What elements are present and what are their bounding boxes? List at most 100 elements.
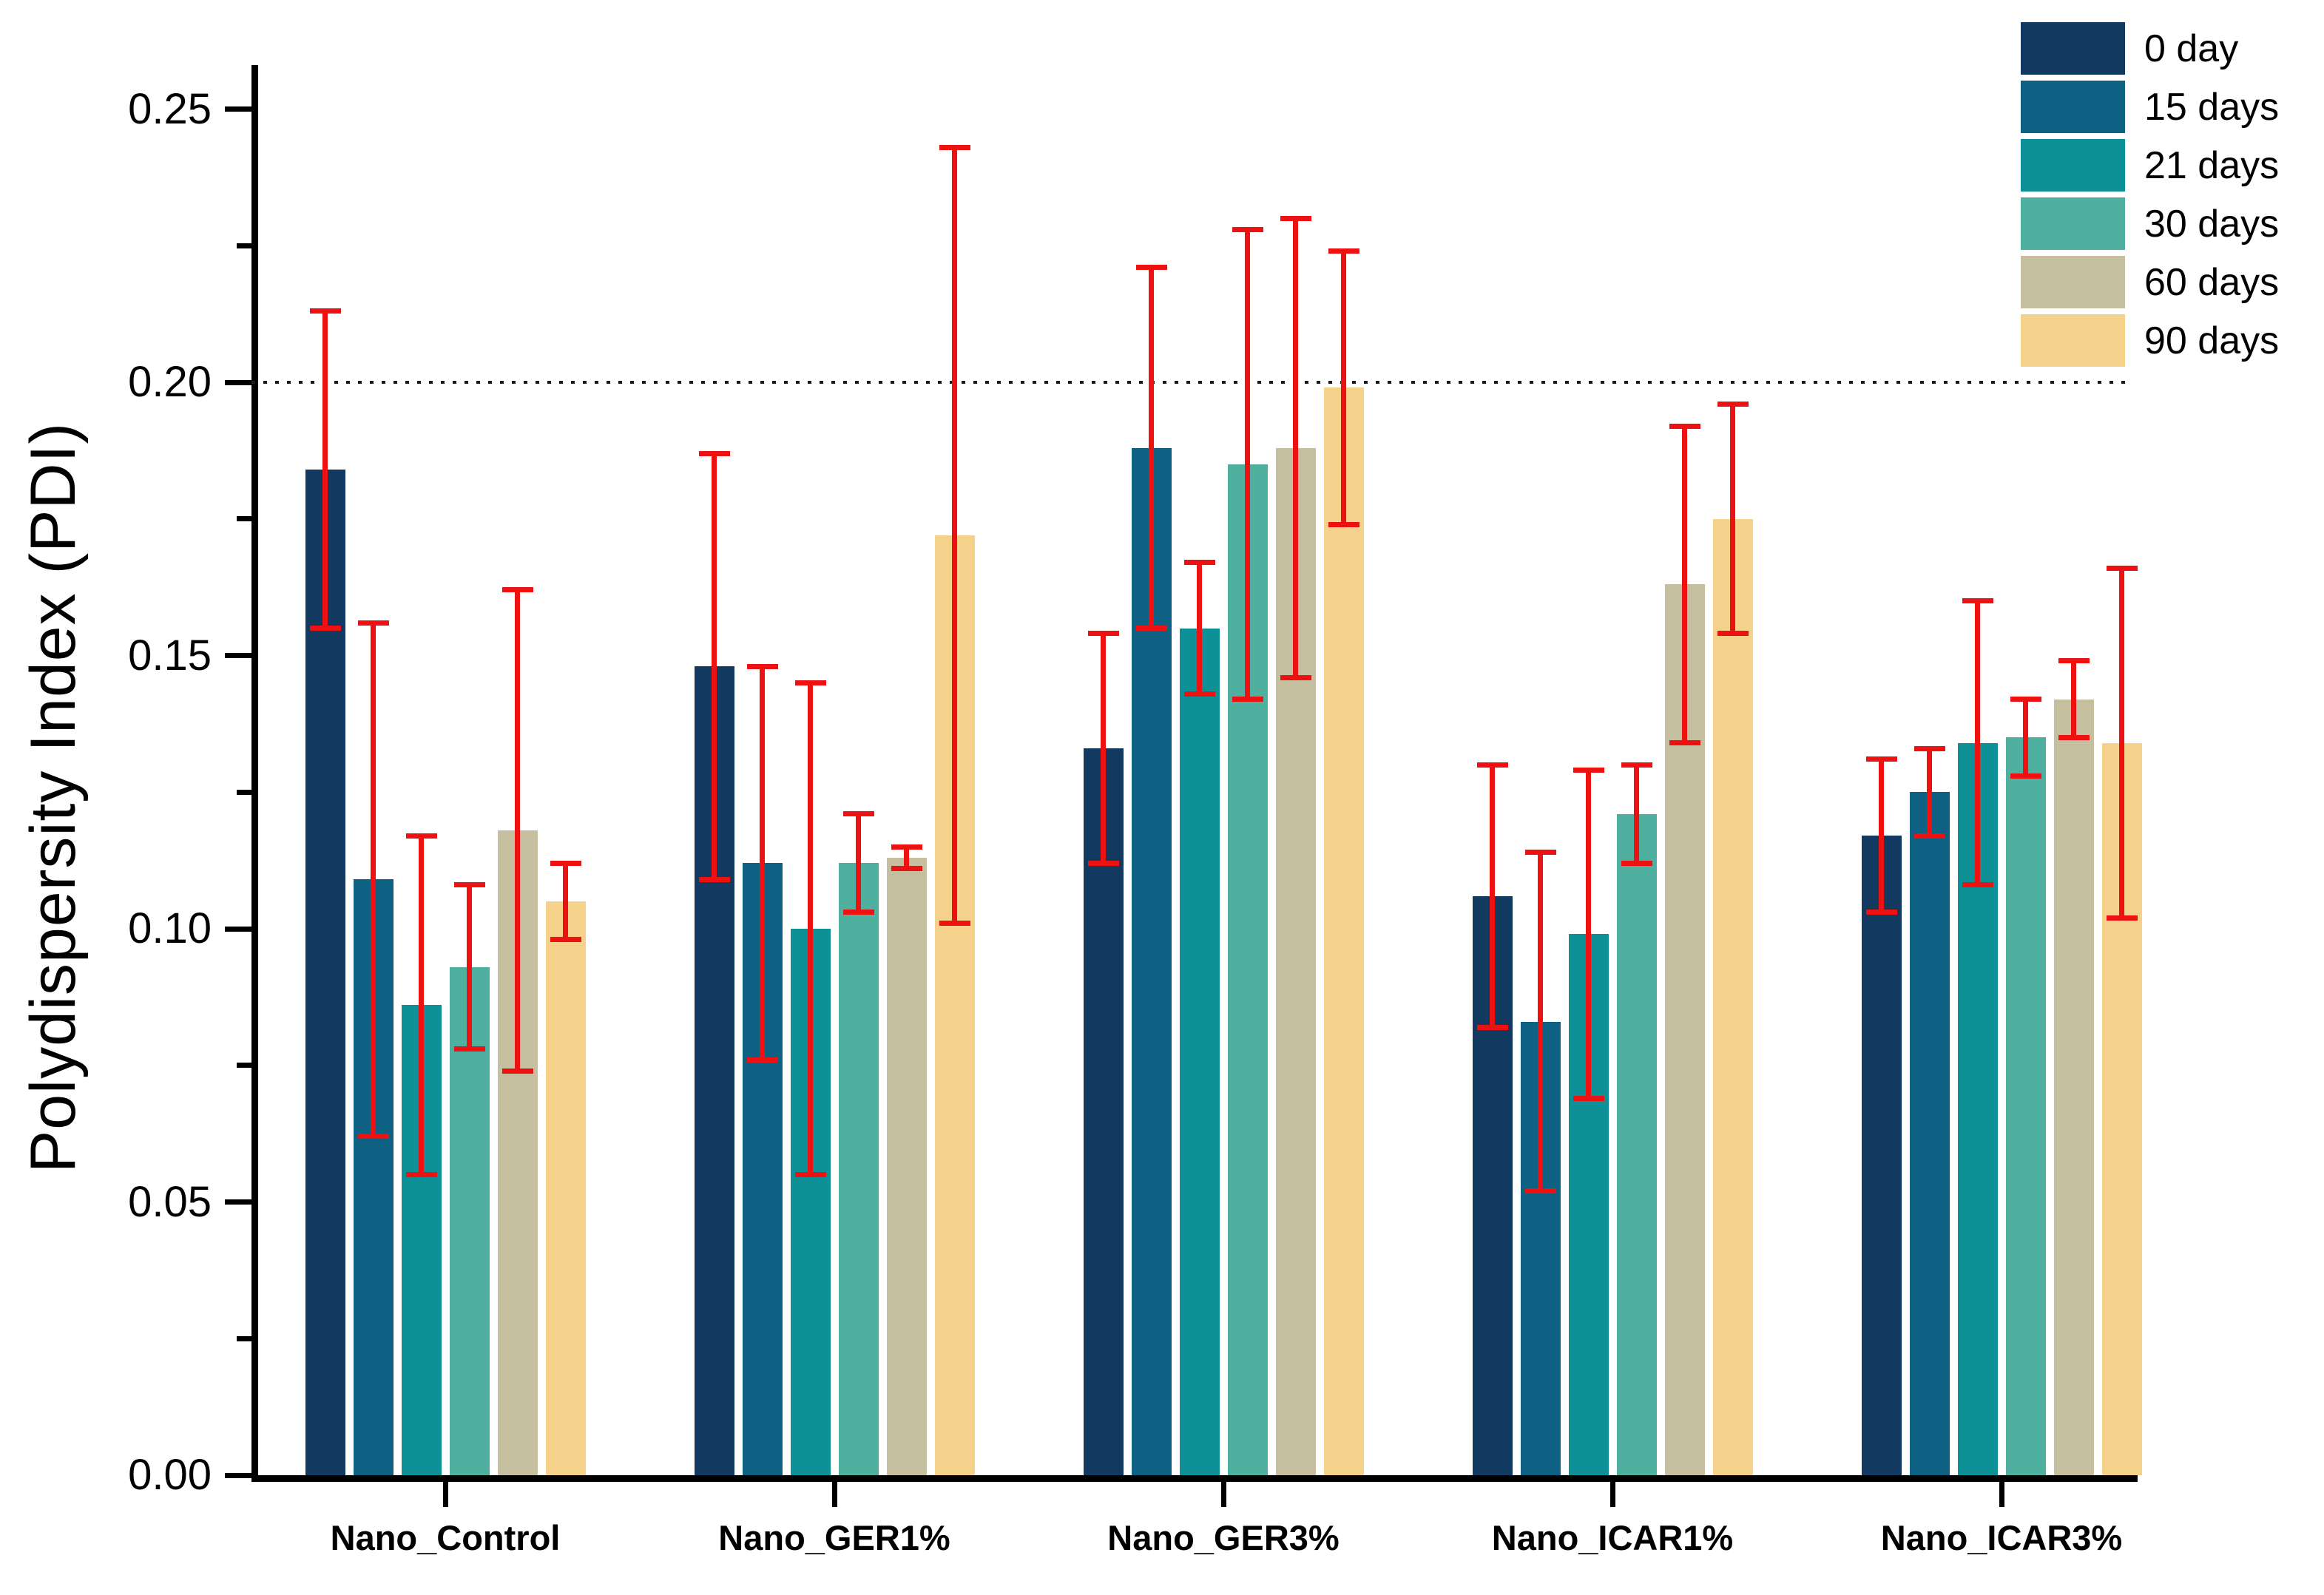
error-bar-line xyxy=(2023,699,2028,776)
error-bar-cap-top xyxy=(1476,762,1508,768)
error-bar-cap-top xyxy=(501,587,533,593)
y-axis-line xyxy=(251,65,258,1482)
error-bar-cap-top xyxy=(453,882,485,888)
bar-90-days-Nano_GER3% xyxy=(1323,387,1364,1475)
y-major-tick xyxy=(225,106,251,112)
error-bar-cap-top xyxy=(794,680,826,685)
error-bar-line xyxy=(1538,852,1543,1191)
error-bar-line xyxy=(2119,568,2124,918)
error-bar-line xyxy=(1682,426,1687,743)
error-bar-cap-bottom xyxy=(1621,860,1652,866)
legend-item-90-days: 90 days xyxy=(2021,314,2279,367)
error-bar-cap-bottom xyxy=(2010,773,2041,779)
error-bar-line xyxy=(2071,660,2076,738)
error-bar-line xyxy=(856,813,861,912)
error-bar-cap-bottom xyxy=(1524,1188,1556,1194)
error-bar-line xyxy=(1634,765,1639,864)
y-major-tick xyxy=(225,1472,251,1478)
x-axis-line xyxy=(251,1475,2138,1482)
legend-label: 30 days xyxy=(2144,202,2280,245)
error-bar-line xyxy=(1490,765,1495,1028)
x-tick xyxy=(1999,1482,2004,1507)
error-bar-cap-bottom xyxy=(1183,691,1215,697)
legend-swatch-0-day xyxy=(2021,22,2125,75)
error-bar-cap-bottom xyxy=(794,1172,826,1178)
legend-item-0-day: 0 day xyxy=(2021,22,2238,75)
legend-label: 15 days xyxy=(2144,85,2280,129)
error-bar-cap-top xyxy=(1524,850,1556,856)
x-tick xyxy=(442,1482,448,1507)
error-bar-cap-top xyxy=(2058,658,2090,664)
legend-label: 0 day xyxy=(2144,27,2239,70)
error-bar-cap-top xyxy=(1913,745,1945,751)
y-axis-title-text: Polydispersity Index (PDI) xyxy=(18,421,89,1174)
error-bar-cap-bottom xyxy=(309,626,341,631)
legend-item-60-days: 60 days xyxy=(2021,256,2279,308)
y-tick-label: 0.05 xyxy=(128,1177,212,1226)
error-bar-line xyxy=(467,884,472,1049)
y-tick-label: 0.00 xyxy=(128,1451,212,1499)
error-bar-cap-bottom xyxy=(1328,521,1359,527)
error-bar-cap-top xyxy=(1669,423,1700,429)
error-bar-line xyxy=(1586,770,1591,1099)
bar-15-days-Nano_ICAR3% xyxy=(1909,792,1950,1475)
y-tick-label: 0.15 xyxy=(128,631,212,680)
error-bar-cap-bottom xyxy=(501,1068,533,1074)
legend-swatch-60-days xyxy=(2021,256,2125,308)
error-bar-cap-top xyxy=(550,860,581,866)
error-bar-line xyxy=(1101,633,1106,864)
category-label: Nano_GER3% xyxy=(1107,1518,1340,1557)
bar-90-days-Nano_Control xyxy=(545,901,586,1475)
error-bar-line xyxy=(419,836,424,1175)
error-bar-cap-top xyxy=(2010,697,2041,702)
error-bar-cap-bottom xyxy=(1962,882,1993,888)
x-tick xyxy=(1220,1482,1226,1507)
error-bar-line xyxy=(1975,600,1980,885)
error-bar-cap-bottom xyxy=(1717,631,1749,637)
error-bar-line xyxy=(1879,759,1884,912)
error-bar-cap-top xyxy=(746,663,778,669)
error-bar-cap-bottom xyxy=(2106,915,2138,921)
error-bar-line xyxy=(371,623,376,1137)
error-bar-cap-top xyxy=(1328,248,1359,254)
error-bar-line xyxy=(1293,218,1298,678)
y-minor-tick xyxy=(237,516,251,522)
legend-item-21-days: 21 days xyxy=(2021,139,2279,192)
error-bar-line xyxy=(322,311,328,629)
category-label: Nano_ICAR1% xyxy=(1491,1518,1734,1557)
y-minor-tick xyxy=(237,1335,251,1341)
error-bar-cap-bottom xyxy=(1232,697,1263,702)
error-bar-cap-top xyxy=(405,833,437,839)
bar-60-days-Nano_GER1% xyxy=(886,857,927,1475)
error-bar-line xyxy=(1927,748,1932,836)
error-bar-line xyxy=(760,666,765,1060)
error-bar-cap-top xyxy=(698,450,730,456)
error-bar-cap-top xyxy=(1573,768,1604,773)
bar-0-day-Nano_GER3% xyxy=(1083,748,1124,1475)
error-bar-line xyxy=(712,453,717,880)
error-bar-cap-top xyxy=(842,811,874,817)
legend-label: 21 days xyxy=(2144,143,2280,187)
error-bar-cap-top xyxy=(1280,215,1311,221)
error-bar-line xyxy=(952,147,957,924)
error-bar-cap-bottom xyxy=(405,1172,437,1178)
error-bar-cap-bottom xyxy=(1135,626,1167,631)
y-minor-tick xyxy=(237,1063,251,1069)
error-bar-cap-bottom xyxy=(357,1134,389,1139)
y-axis-title: Polydispersity Index (PDI) xyxy=(13,0,95,1595)
error-bar-line xyxy=(904,847,909,869)
legend-item-15-days: 15 days xyxy=(2021,81,2279,133)
y-minor-tick xyxy=(237,789,251,795)
error-bar-cap-bottom xyxy=(891,866,922,872)
category-label: Nano_Control xyxy=(330,1518,561,1557)
error-bar-cap-bottom xyxy=(2058,734,2090,740)
legend-swatch-90-days xyxy=(2021,314,2125,367)
error-bar-cap-bottom xyxy=(1669,740,1700,746)
bar-90-days-Nano_ICAR1% xyxy=(1712,518,1753,1475)
bar-0-day-Nano_Control xyxy=(305,470,345,1475)
legend-item-30-days: 30 days xyxy=(2021,197,2279,250)
y-major-tick xyxy=(225,926,251,932)
legend-swatch-30-days xyxy=(2021,197,2125,250)
bar-30-days-Nano_Control xyxy=(449,966,490,1475)
